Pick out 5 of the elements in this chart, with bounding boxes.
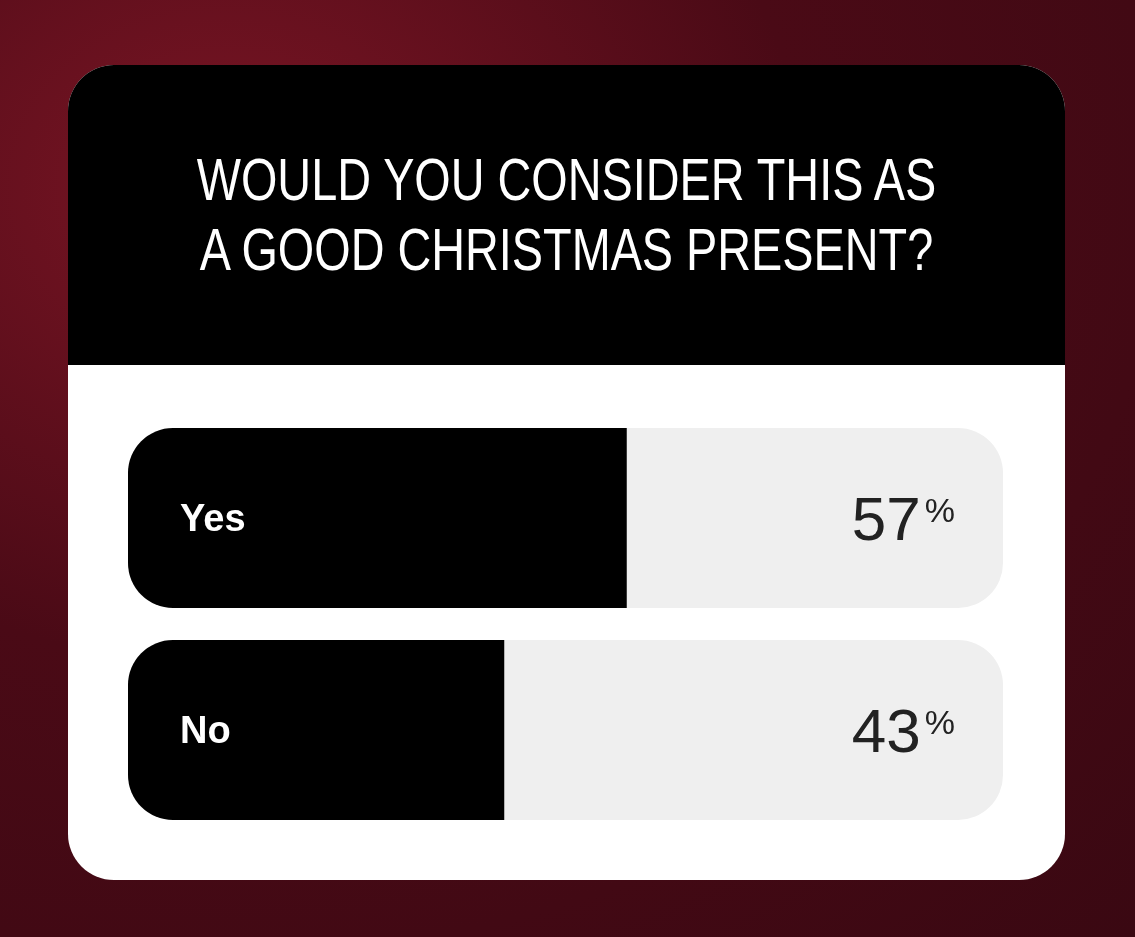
data-label: 43% bbox=[851, 696, 955, 765]
y-tick-label: Yes bbox=[180, 497, 246, 539]
y-tick-label: No bbox=[180, 709, 231, 751]
chart-title: WOULD YOU CONSIDER THIS AS A GOOD CHRISTMAS PRESENT? bbox=[195, 145, 938, 285]
data-label: 57% bbox=[851, 484, 955, 553]
